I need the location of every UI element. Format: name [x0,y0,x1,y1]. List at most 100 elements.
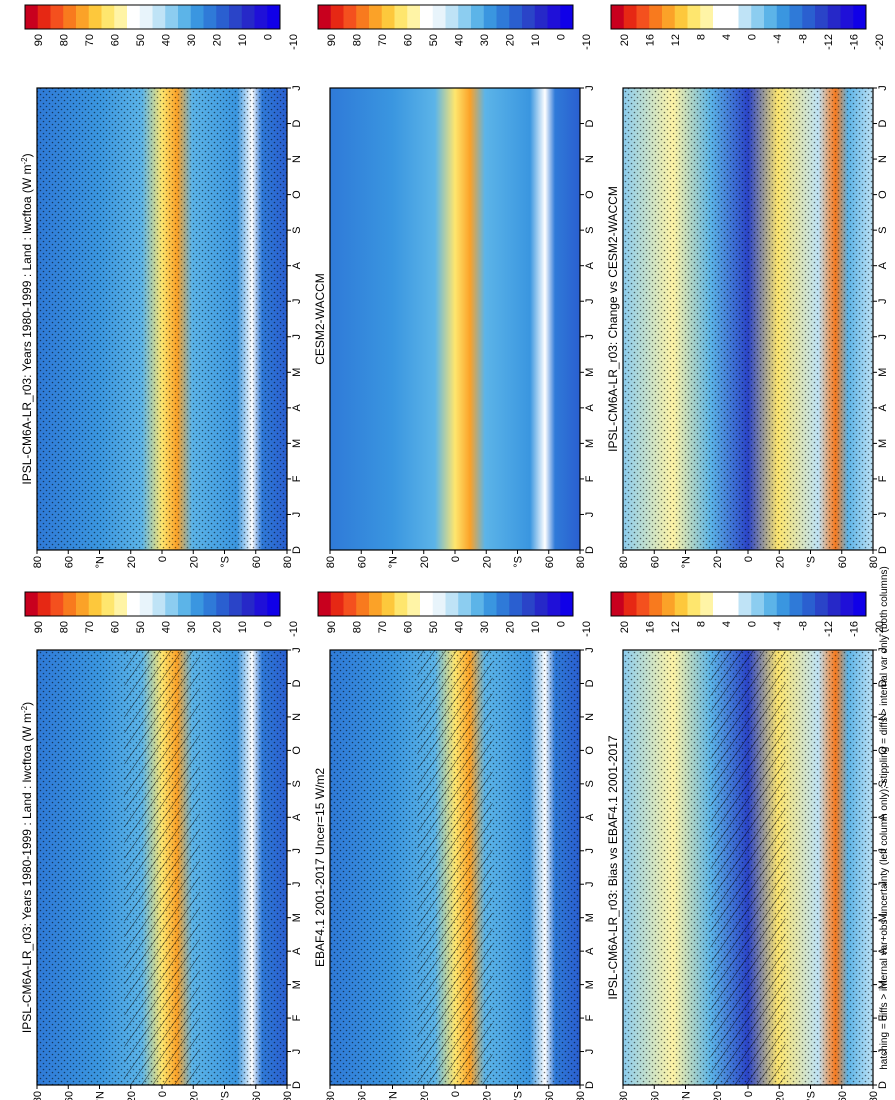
month-label: D [291,679,303,687]
lat-label: 80 [32,556,44,568]
colorbar-swatch [165,592,179,616]
colorbar-label: -20 [874,621,886,637]
colorbar-label: 0 [746,34,758,40]
month-label: M [584,980,596,989]
colorbar-label: 70 [84,621,96,633]
colorbar-label: 12 [670,34,682,46]
colorbar-swatch [623,592,637,616]
lat-label: °S [513,556,525,568]
colorbar-label: 12 [670,621,682,633]
lat-label: 0 [450,1091,462,1097]
colorbar-swatch [687,5,701,29]
month-label: S [584,780,596,787]
month-label: J [584,512,596,518]
month-label: J [584,647,596,653]
colorbar-label: 0 [555,621,567,627]
heatmap-model-right: D J F M A M J J A S O N D J 80 60 °N 20 0 20 °S 60 80 IPSL-CM6A… [20,85,303,568]
colorbar-swatch [76,5,90,29]
colorbar-swatch [318,592,332,616]
colorbar-model-left: 90 80 70 60 50 40 30 20 10 0 -10 [24,591,300,637]
colorbar-swatch [114,592,128,616]
colorbar-label: 0 [555,34,567,40]
colorbar-label: -4 [772,621,784,631]
panel-title: IPSL-CM6A-LR_r03: Change vs CESM2-WACCM [606,186,620,452]
colorbar-frame [610,591,867,617]
colorbar-label: 8 [695,621,707,627]
lat-label: 20 [188,1091,200,1100]
colorbar-label: 60 [402,621,414,633]
colorbar-swatch [840,5,854,29]
month-label: A [291,947,303,955]
colorbar-swatch [37,592,51,616]
month-label: A [877,813,889,821]
colorbar-swatch [738,5,752,29]
colorbar-label: 0 [262,34,274,40]
month-label: J [291,1049,303,1055]
colorbar-swatch [789,592,803,616]
colorbar-label: 40 [453,621,465,633]
stippling-overlay [37,88,287,550]
colorbar-swatch [509,5,523,29]
colorbar-label: -10 [581,621,593,637]
colorbar-label: -10 [581,34,593,50]
month-label: A [291,813,303,821]
month-label: A [584,404,596,412]
month-label: N [584,155,596,163]
colorbar-swatch [407,5,421,29]
colorbar-swatch [458,592,472,616]
lat-label: 0 [743,1091,755,1097]
colorbar-swatch [127,5,141,29]
colorbar-swatch [611,5,625,29]
colorbar-label: 50 [428,621,440,633]
panel-title: IPSL-CM6A-LR_r03: Bias vs EBAF4.1 2001-2… [606,735,620,999]
hatching-overlay [417,650,493,1085]
colorbar-swatch [203,592,217,616]
colorbar-swatch [611,592,625,616]
colorbar-swatch [381,5,395,29]
colorbar-swatch [407,592,421,616]
month-label: D [291,546,303,554]
panel-title: CESM2-WACCM [313,273,327,365]
month-label: D [877,1081,889,1089]
colorbar-swatch [496,592,510,616]
colorbar-swatch [381,592,395,616]
colorbar-swatch [50,592,64,616]
month-label: F [291,475,303,482]
lat-label: 20 [126,556,138,568]
colorbar-swatch [50,5,64,29]
month-label: J [584,848,596,854]
heatmap-change-right: D J F M A M J J A S O N D J 80 60 °N 20 0 20 °S 60 80 IPSL-CM6A… [606,85,889,568]
colorbar-label: 70 [84,34,96,46]
lat-label: 20 [481,556,493,568]
month-label: J [291,298,303,304]
colorbar-bias-left: 20 16 12 8 4 0 -4 -8 -12 -16 -20 [610,591,886,637]
colorbar-swatch [343,5,357,29]
lat-label: 80 [282,1091,294,1100]
month-label: J [877,298,889,304]
panel-model-left: 90 80 70 60 50 40 30 20 10 0 -10 D J F M A M J J A S O N D J 80 60… [20,591,303,1100]
lat-label: 60 [837,1091,849,1100]
colorbar-swatch [152,5,166,29]
colorbar-label: 20 [619,34,631,46]
colorbar-swatch [764,5,778,29]
hatching-overlay [710,650,786,1085]
colorbar-label: -16 [848,34,860,50]
colorbar-label: 40 [160,621,172,633]
hatching-overlay [124,650,200,1085]
colorbar-swatch [687,592,701,616]
colorbar-swatch [216,5,230,29]
colorbar-label: 10 [237,621,249,633]
lat-label: 20 [774,1091,786,1100]
colorbar-swatch [356,5,370,29]
month-label: J [877,1049,889,1055]
colorbar-swatch [445,5,459,29]
lat-label: °N [95,1091,107,1100]
lat-label: 60 [649,556,661,568]
month-label: F [584,475,596,482]
colorbar-label: -12 [823,34,835,50]
colorbar-swatch [725,592,739,616]
colorbar-label: 4 [721,621,733,627]
colorbar-swatch [547,592,561,616]
lat-label: °S [806,556,818,568]
